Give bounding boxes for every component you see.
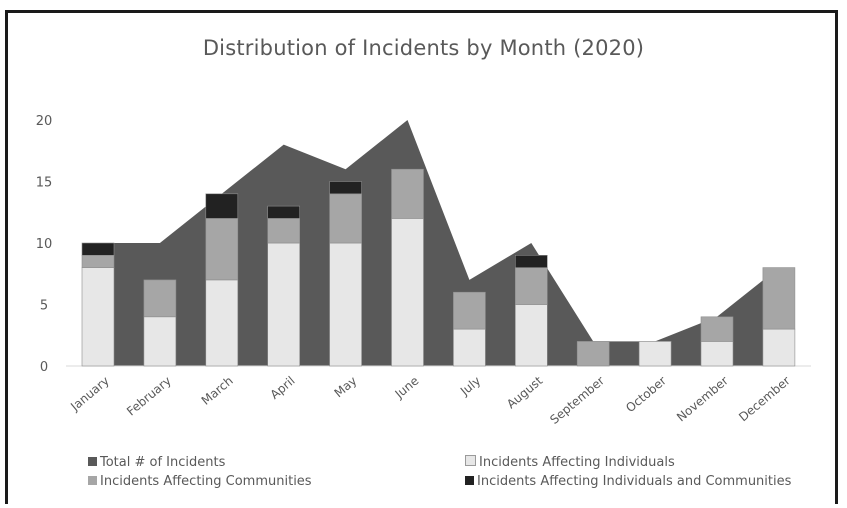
bar-individuals-april [267, 242, 301, 367]
bar-communities-april [267, 218, 301, 244]
x-tick-label-june: June [392, 374, 422, 402]
bar-individuals-and-communities-april [267, 205, 301, 219]
bar-individuals-december [762, 328, 796, 367]
legend-item-communities: Incidents Affecting Communities [88, 473, 312, 490]
bar-individuals-and-communities-january [81, 242, 115, 256]
legend-swatch-both [465, 476, 474, 485]
legend-item-both: Incidents Affecting Individuals and Comm… [465, 473, 791, 490]
bar-communities-july [453, 291, 486, 330]
y-tick-label: 10 [36, 237, 53, 252]
x-tick-label-january: January [67, 374, 112, 415]
legend-label-communities: Incidents Affecting Communities [100, 474, 312, 489]
x-tick-label-december: December [736, 374, 793, 425]
bar-individuals-and-communities-august [514, 255, 548, 268]
x-tick-label-march: March [199, 374, 236, 408]
legend-item-individuals: Incidents Affecting Individuals [465, 454, 675, 471]
chart-legend: Total # of Incidents Incidents Affecting… [0, 454, 847, 494]
y-tick-label: 0 [40, 360, 48, 375]
legend-item-total: Total # of Incidents [88, 454, 225, 471]
bar-communities-november [700, 316, 734, 342]
x-tick-label-august: August [504, 373, 545, 411]
legend-swatch-total [88, 457, 97, 466]
bar-individuals-january [81, 267, 115, 367]
y-tick-label: 5 [40, 299, 48, 314]
bar-individuals-october [638, 341, 672, 367]
x-tick-label-april: April [268, 374, 298, 402]
y-tick-label: 15 [36, 176, 53, 191]
legend-label-both: Incidents Affecting Individuals and Comm… [477, 474, 792, 489]
bar-individuals-february [143, 316, 177, 367]
bar-communities-january [81, 255, 115, 268]
y-tick-label: 20 [36, 114, 53, 129]
legend-label-total: Total # of Incidents [100, 455, 226, 470]
legend-label-individuals: Incidents Affecting Individuals [479, 455, 675, 470]
bar-individuals-july [453, 328, 486, 367]
x-tick-label-november: November [674, 374, 731, 425]
bar-communities-september [576, 341, 610, 367]
bar-communities-june [391, 168, 424, 219]
area-total-incidents [98, 120, 779, 366]
bar-communities-august [514, 267, 548, 305]
x-tick-label-may: May [332, 374, 360, 401]
bar-communities-december [762, 267, 796, 330]
bar-individuals-june [391, 218, 424, 367]
bar-individuals-november [700, 341, 734, 367]
bar-individuals-march [205, 279, 239, 367]
chart-title: Distribution of Incidents by Month (2020… [202, 36, 645, 60]
legend-swatch-communities [88, 476, 97, 485]
x-tick-label-september: September [547, 374, 607, 427]
x-tick-label-july: July [457, 374, 483, 399]
legend-swatch-individuals [465, 455, 476, 466]
x-tick-label-february: February [124, 374, 174, 419]
bar-individuals-may [329, 242, 362, 367]
bar-communities-february [143, 279, 177, 318]
bar-individuals-and-communities-march [205, 193, 239, 219]
bar-individuals-and-communities-may [329, 181, 362, 195]
x-tick-label-october: October [623, 374, 669, 416]
bar-communities-may [329, 193, 362, 244]
bar-individuals-august [514, 304, 548, 367]
bar-communities-march [205, 218, 239, 281]
